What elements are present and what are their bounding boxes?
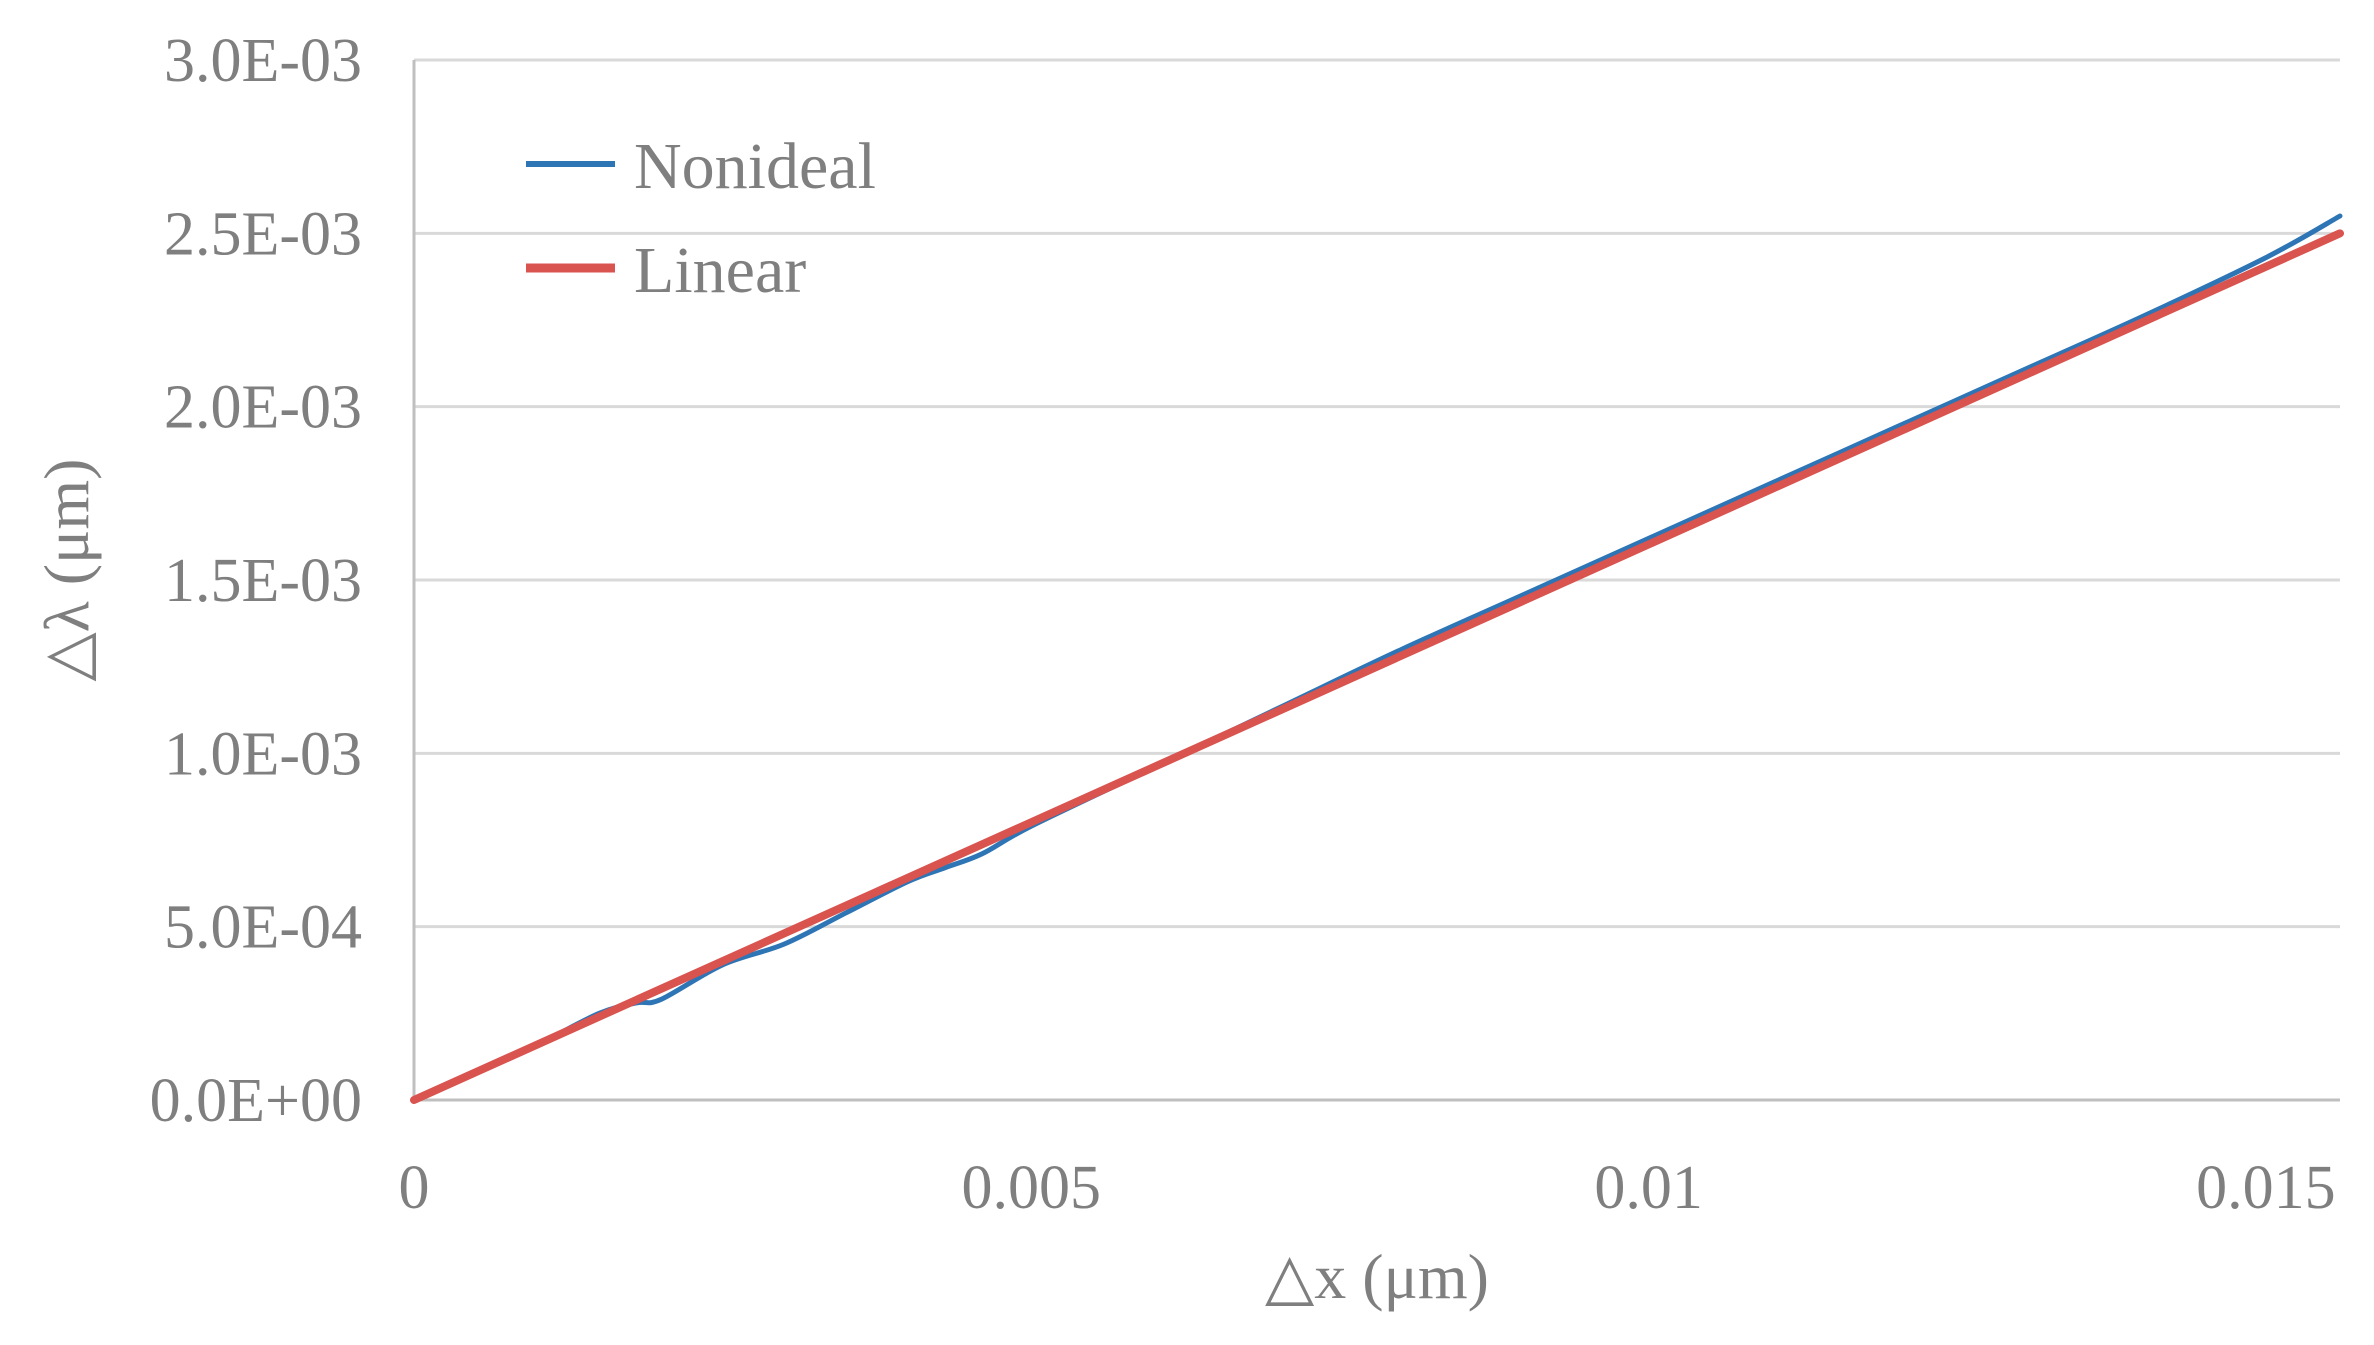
y-axis-title: △λ (μm) xyxy=(31,459,102,682)
series-line-linear xyxy=(410,229,2344,1104)
legend-label-nonideal: Nonideal xyxy=(634,130,876,203)
x-tick-label: 0.015 xyxy=(2196,1154,2336,1222)
grid-lines xyxy=(414,58,2340,929)
y-tick-label: 1.0E-03 xyxy=(164,720,362,788)
x-tick-label: 0.005 xyxy=(962,1154,1102,1222)
legend: Nonideal Linear xyxy=(526,130,876,307)
y-tick-label: 0.0E+00 xyxy=(150,1067,362,1135)
y-tick-label: 2.5E-03 xyxy=(164,200,362,268)
legend-label-linear: Linear xyxy=(634,234,806,307)
series-lines xyxy=(410,213,2344,1104)
y-tick-labels: 0.0E+00 5.0E-04 1.0E-03 1.5E-03 2.0E-03 2.5E-… xyxy=(150,27,362,1135)
axes xyxy=(412,60,2340,1102)
x-axis-title: △x (μm) xyxy=(1265,1241,1489,1312)
y-tick-label: 5.0E-04 xyxy=(164,894,362,962)
y-tick-label: 2.0E-03 xyxy=(164,374,362,442)
y-tick-label: 3.0E-03 xyxy=(164,27,362,95)
x-tick-label: 0.01 xyxy=(1594,1154,1703,1222)
x-tick-labels: 0 0.005 0.01 0.015 xyxy=(399,1154,2336,1222)
x-tick-label: 0 xyxy=(399,1154,430,1222)
y-tick-label: 1.5E-03 xyxy=(164,547,362,615)
